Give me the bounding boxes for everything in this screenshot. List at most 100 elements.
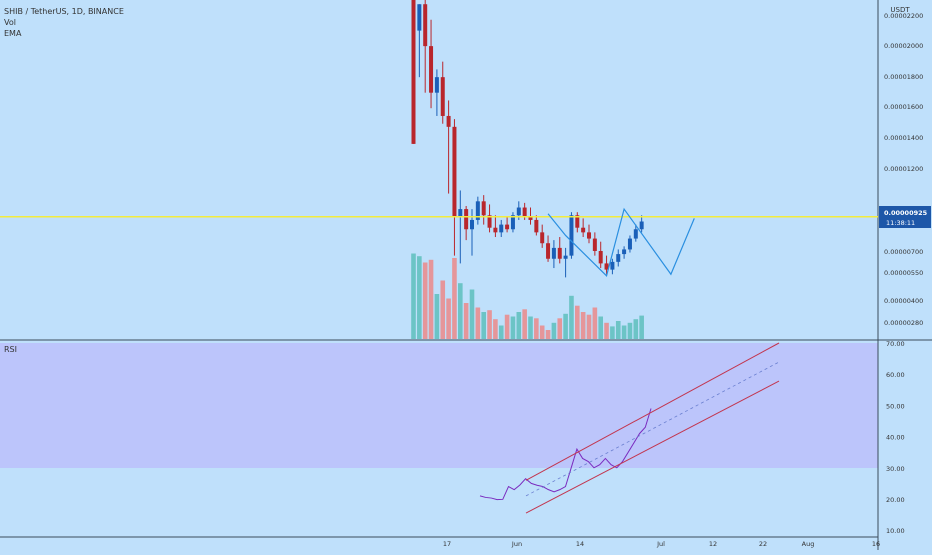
candle-body (616, 254, 621, 262)
volume-bar (604, 322, 609, 339)
candle-body (575, 215, 580, 228)
candle[interactable] (452, 119, 457, 256)
candle[interactable] (616, 249, 621, 267)
rsi-chart[interactable] (479, 342, 780, 514)
axis-unit-label: USDT (890, 6, 910, 14)
candle-body (487, 215, 492, 228)
candle[interactable] (540, 224, 545, 248)
volume-bar (452, 258, 457, 339)
candle-body (534, 219, 539, 233)
candle-body (411, 0, 416, 144)
volume-bar (569, 295, 574, 339)
candle[interactable] (633, 224, 638, 242)
volume-bar (446, 298, 451, 339)
candle[interactable] (446, 100, 451, 194)
candle[interactable] (429, 19, 434, 109)
candle[interactable] (569, 212, 574, 259)
time-axis[interactable]: 17 Jun 14 Jul 12 22 Aug 16 (443, 540, 880, 548)
candle-body (434, 77, 439, 93)
volume-bar (534, 318, 539, 339)
candle[interactable] (622, 246, 627, 259)
price-tick-label: 0.00002200 (884, 12, 923, 20)
candle[interactable] (604, 255, 609, 275)
candle-body (551, 247, 556, 259)
volume-bar (440, 280, 446, 339)
candle-body (546, 243, 551, 259)
volume-bar (639, 315, 644, 339)
volume-bar (498, 325, 504, 339)
chart-title[interactable]: SHIB / TetherUS, 1D, BINANCE (4, 7, 124, 16)
volume-bar (411, 253, 416, 339)
candle[interactable] (493, 215, 498, 238)
candle-body (604, 263, 609, 270)
volume-bar (493, 319, 498, 339)
candle[interactable] (487, 204, 492, 233)
current-price-badge[interactable] (879, 206, 931, 228)
volume-bar (428, 259, 434, 339)
candle-body (458, 209, 463, 217)
volume-bar (510, 316, 516, 339)
rsi-line[interactable] (479, 408, 652, 501)
volume-bar (458, 283, 463, 339)
candle[interactable] (534, 215, 539, 236)
candle[interactable] (551, 240, 556, 269)
rsi-tick-label: 10.00 (886, 527, 905, 535)
volume-bar (463, 303, 469, 339)
price-tick-label: 0.00001800 (884, 73, 923, 81)
rsi-tick-label: 60.00 (886, 371, 905, 379)
candle-body (423, 4, 428, 47)
candle[interactable] (505, 216, 510, 233)
candle-body (522, 207, 527, 217)
price-axis[interactable]: 0.00002200 0.00002000 0.00001800 0.00001600… (879, 12, 931, 535)
candle-body (639, 221, 644, 230)
candle-body (446, 115, 451, 127)
candle[interactable] (581, 218, 586, 238)
channel-upper-line[interactable] (525, 342, 780, 481)
ema-indicator-label[interactable]: EMA (4, 29, 22, 38)
candle[interactable] (510, 212, 515, 233)
candle[interactable] (475, 196, 480, 225)
volume-bar (417, 256, 422, 339)
candle[interactable] (575, 212, 580, 233)
vol-indicator-label[interactable]: Vol (4, 18, 16, 27)
channel-lower-line[interactable] (525, 380, 780, 514)
candle-body (505, 224, 510, 230)
volume-bar (627, 322, 633, 339)
candle-body (493, 227, 498, 233)
candle[interactable] (458, 190, 463, 264)
candle[interactable] (434, 69, 439, 116)
double-bottom-pattern[interactable] (547, 207, 695, 277)
volume-bar (551, 322, 557, 339)
candle[interactable] (592, 232, 597, 256)
candle-body (452, 126, 457, 217)
candle-body (481, 201, 486, 216)
time-tick-label: Jul (656, 540, 665, 548)
volume-bar (598, 316, 603, 339)
rsi-indicator-label[interactable]: RSI (4, 345, 17, 354)
price-tick-label: 0.00001600 (884, 103, 923, 111)
candle[interactable] (440, 61, 445, 124)
candle[interactable] (563, 247, 568, 278)
candle[interactable] (481, 195, 486, 225)
candle-body (470, 219, 474, 230)
price-tick-label: 0.00002000 (884, 42, 923, 50)
candle[interactable] (639, 215, 644, 233)
candle[interactable] (587, 224, 591, 244)
candle-body (592, 238, 597, 251)
candle[interactable] (499, 219, 504, 238)
candle[interactable] (610, 258, 615, 275)
candle[interactable] (423, 0, 428, 93)
candle[interactable] (417, 4, 422, 78)
candle[interactable] (627, 235, 632, 253)
candle[interactable] (464, 205, 469, 241)
candle[interactable] (411, 0, 416, 144)
candle[interactable] (546, 235, 551, 262)
candlesticks[interactable] (411, 0, 644, 278)
overlays: 1(0.00001397) (0, 207, 878, 277)
candle[interactable] (598, 241, 603, 269)
volume-bar (539, 325, 545, 339)
volume-bar (528, 316, 533, 339)
candle[interactable] (557, 237, 562, 264)
rsi-band (0, 343, 878, 468)
